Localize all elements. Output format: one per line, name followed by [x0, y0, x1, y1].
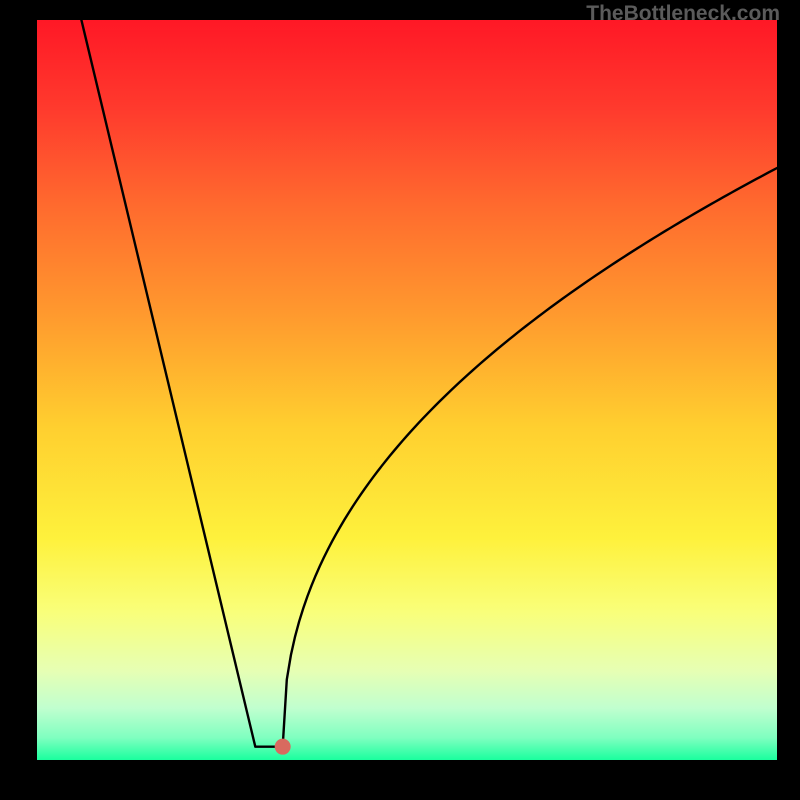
- optimal-point-marker: [275, 739, 291, 755]
- watermark-text: TheBottleneck.com: [586, 2, 780, 26]
- curve-layer: [37, 20, 777, 760]
- figure-root: TheBottleneck.com: [0, 0, 800, 800]
- plot-area: [37, 20, 777, 760]
- bottleneck-curve: [81, 20, 777, 747]
